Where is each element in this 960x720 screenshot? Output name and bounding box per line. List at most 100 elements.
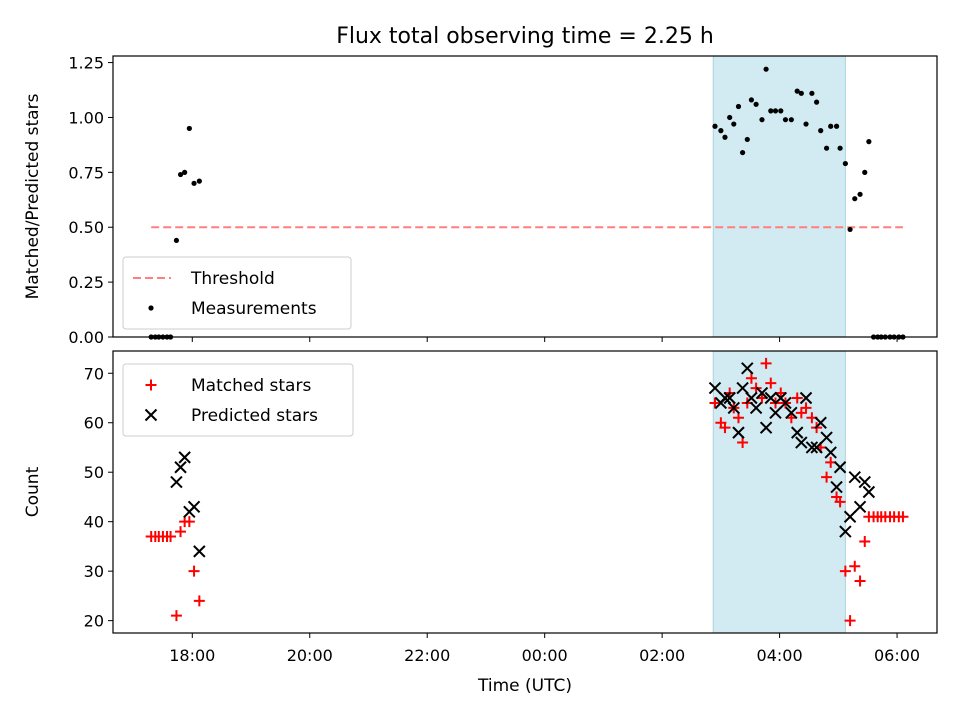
data-point xyxy=(196,178,202,184)
data-point xyxy=(722,134,728,140)
data-point xyxy=(794,88,800,94)
y-tick-label: 0.00 xyxy=(68,328,104,347)
data-point xyxy=(833,123,840,129)
data-point xyxy=(848,470,861,484)
chart-layer: 0.00 0.25 0.50 0.75 1.00 1.25 Matched/Predicte… xyxy=(23,54,938,665)
data-point xyxy=(177,171,184,178)
data-point xyxy=(744,136,750,143)
legend-label: Measurements xyxy=(191,299,317,319)
data-point xyxy=(866,139,872,145)
data-point xyxy=(736,381,749,395)
data-point xyxy=(732,426,745,439)
data-point xyxy=(165,531,177,543)
data-point xyxy=(193,545,206,558)
data-point xyxy=(795,407,807,419)
data-point xyxy=(779,396,792,410)
data-point xyxy=(795,436,808,449)
data-point xyxy=(814,416,827,429)
data-point xyxy=(837,145,843,151)
data-point xyxy=(854,575,866,587)
x-axis-label: Time (UTC) xyxy=(477,676,572,696)
legend-label: Predicted stars xyxy=(191,406,318,426)
data-point xyxy=(186,125,192,132)
y-tick-label: 70 xyxy=(84,364,104,383)
panel-2: 20 30 40 50 60 70 18:00 20:00 22:00 00:00 02:00 04:… xyxy=(23,350,938,665)
data-point xyxy=(799,391,813,405)
data-point xyxy=(788,117,794,123)
legend-box xyxy=(122,363,354,437)
data-point xyxy=(174,461,187,474)
data-point xyxy=(755,386,769,400)
data-point xyxy=(844,615,856,627)
y-tick-label: 0.75 xyxy=(68,163,104,182)
data-point xyxy=(849,560,861,572)
data-point xyxy=(853,500,867,514)
data-point xyxy=(897,511,909,523)
data-point xyxy=(745,372,757,384)
data-point xyxy=(759,421,773,434)
legend-swatch xyxy=(148,305,154,311)
legend-label: Threshold xyxy=(190,269,275,289)
y-tick-label: 60 xyxy=(84,414,104,433)
data-point xyxy=(749,401,763,415)
legend-label: Matched stars xyxy=(191,376,311,396)
data-point xyxy=(765,377,777,389)
data-point xyxy=(193,595,205,607)
axes-frame xyxy=(112,350,938,634)
data-point xyxy=(170,475,183,489)
legend-box xyxy=(122,256,352,330)
data-point xyxy=(810,441,823,454)
y-tick-label: 30 xyxy=(84,562,104,581)
data-point xyxy=(727,114,733,121)
data-point xyxy=(778,108,784,114)
data-point xyxy=(814,99,820,105)
legend: Threshold Measurements xyxy=(122,256,352,330)
data-point xyxy=(708,381,722,395)
legend: Matched stars Predicted stars xyxy=(122,363,354,437)
data-point xyxy=(800,402,812,414)
data-point xyxy=(843,510,857,523)
chart-title: Flux total observing time = 2.25 h xyxy=(336,24,714,49)
data-point xyxy=(791,426,804,439)
data-point xyxy=(737,437,749,449)
data-point xyxy=(188,565,200,577)
data-point xyxy=(839,565,851,577)
data-point xyxy=(763,66,769,72)
data-point xyxy=(769,406,782,420)
data-point xyxy=(772,108,779,114)
y-tick-label: 0.50 xyxy=(68,218,104,237)
x-tick-label: 18:00 xyxy=(169,646,215,665)
data-point xyxy=(805,441,819,454)
legend-swatch xyxy=(145,379,157,391)
data-point xyxy=(833,461,847,474)
data-point xyxy=(820,431,833,444)
x-tick-label: 02:00 xyxy=(639,646,685,665)
data-point xyxy=(759,117,765,123)
data-point xyxy=(823,145,830,151)
y-tick-label: 0.25 xyxy=(68,273,104,292)
data-point xyxy=(768,108,774,114)
data-point xyxy=(718,128,724,134)
data-point xyxy=(709,397,721,409)
data-point xyxy=(791,392,803,404)
series-matched-stars xyxy=(145,357,909,627)
data-point xyxy=(173,237,180,244)
x-tick-label: 00:00 xyxy=(522,646,568,665)
data-point xyxy=(760,357,772,369)
data-point xyxy=(753,101,759,107)
data-point xyxy=(839,525,852,538)
data-point xyxy=(732,412,744,424)
axes-frame xyxy=(112,55,938,338)
data-point xyxy=(858,475,871,489)
data-point xyxy=(727,401,740,415)
data-point xyxy=(803,121,809,127)
observing-window-band xyxy=(712,55,846,338)
observing-window-band xyxy=(712,350,846,634)
data-point xyxy=(852,196,858,202)
data-point xyxy=(857,191,863,197)
data-point xyxy=(862,169,868,175)
data-point xyxy=(741,362,754,375)
x-tick-label: 06:00 xyxy=(874,646,920,665)
data-point xyxy=(809,90,815,96)
series-predicted-stars xyxy=(170,362,876,558)
